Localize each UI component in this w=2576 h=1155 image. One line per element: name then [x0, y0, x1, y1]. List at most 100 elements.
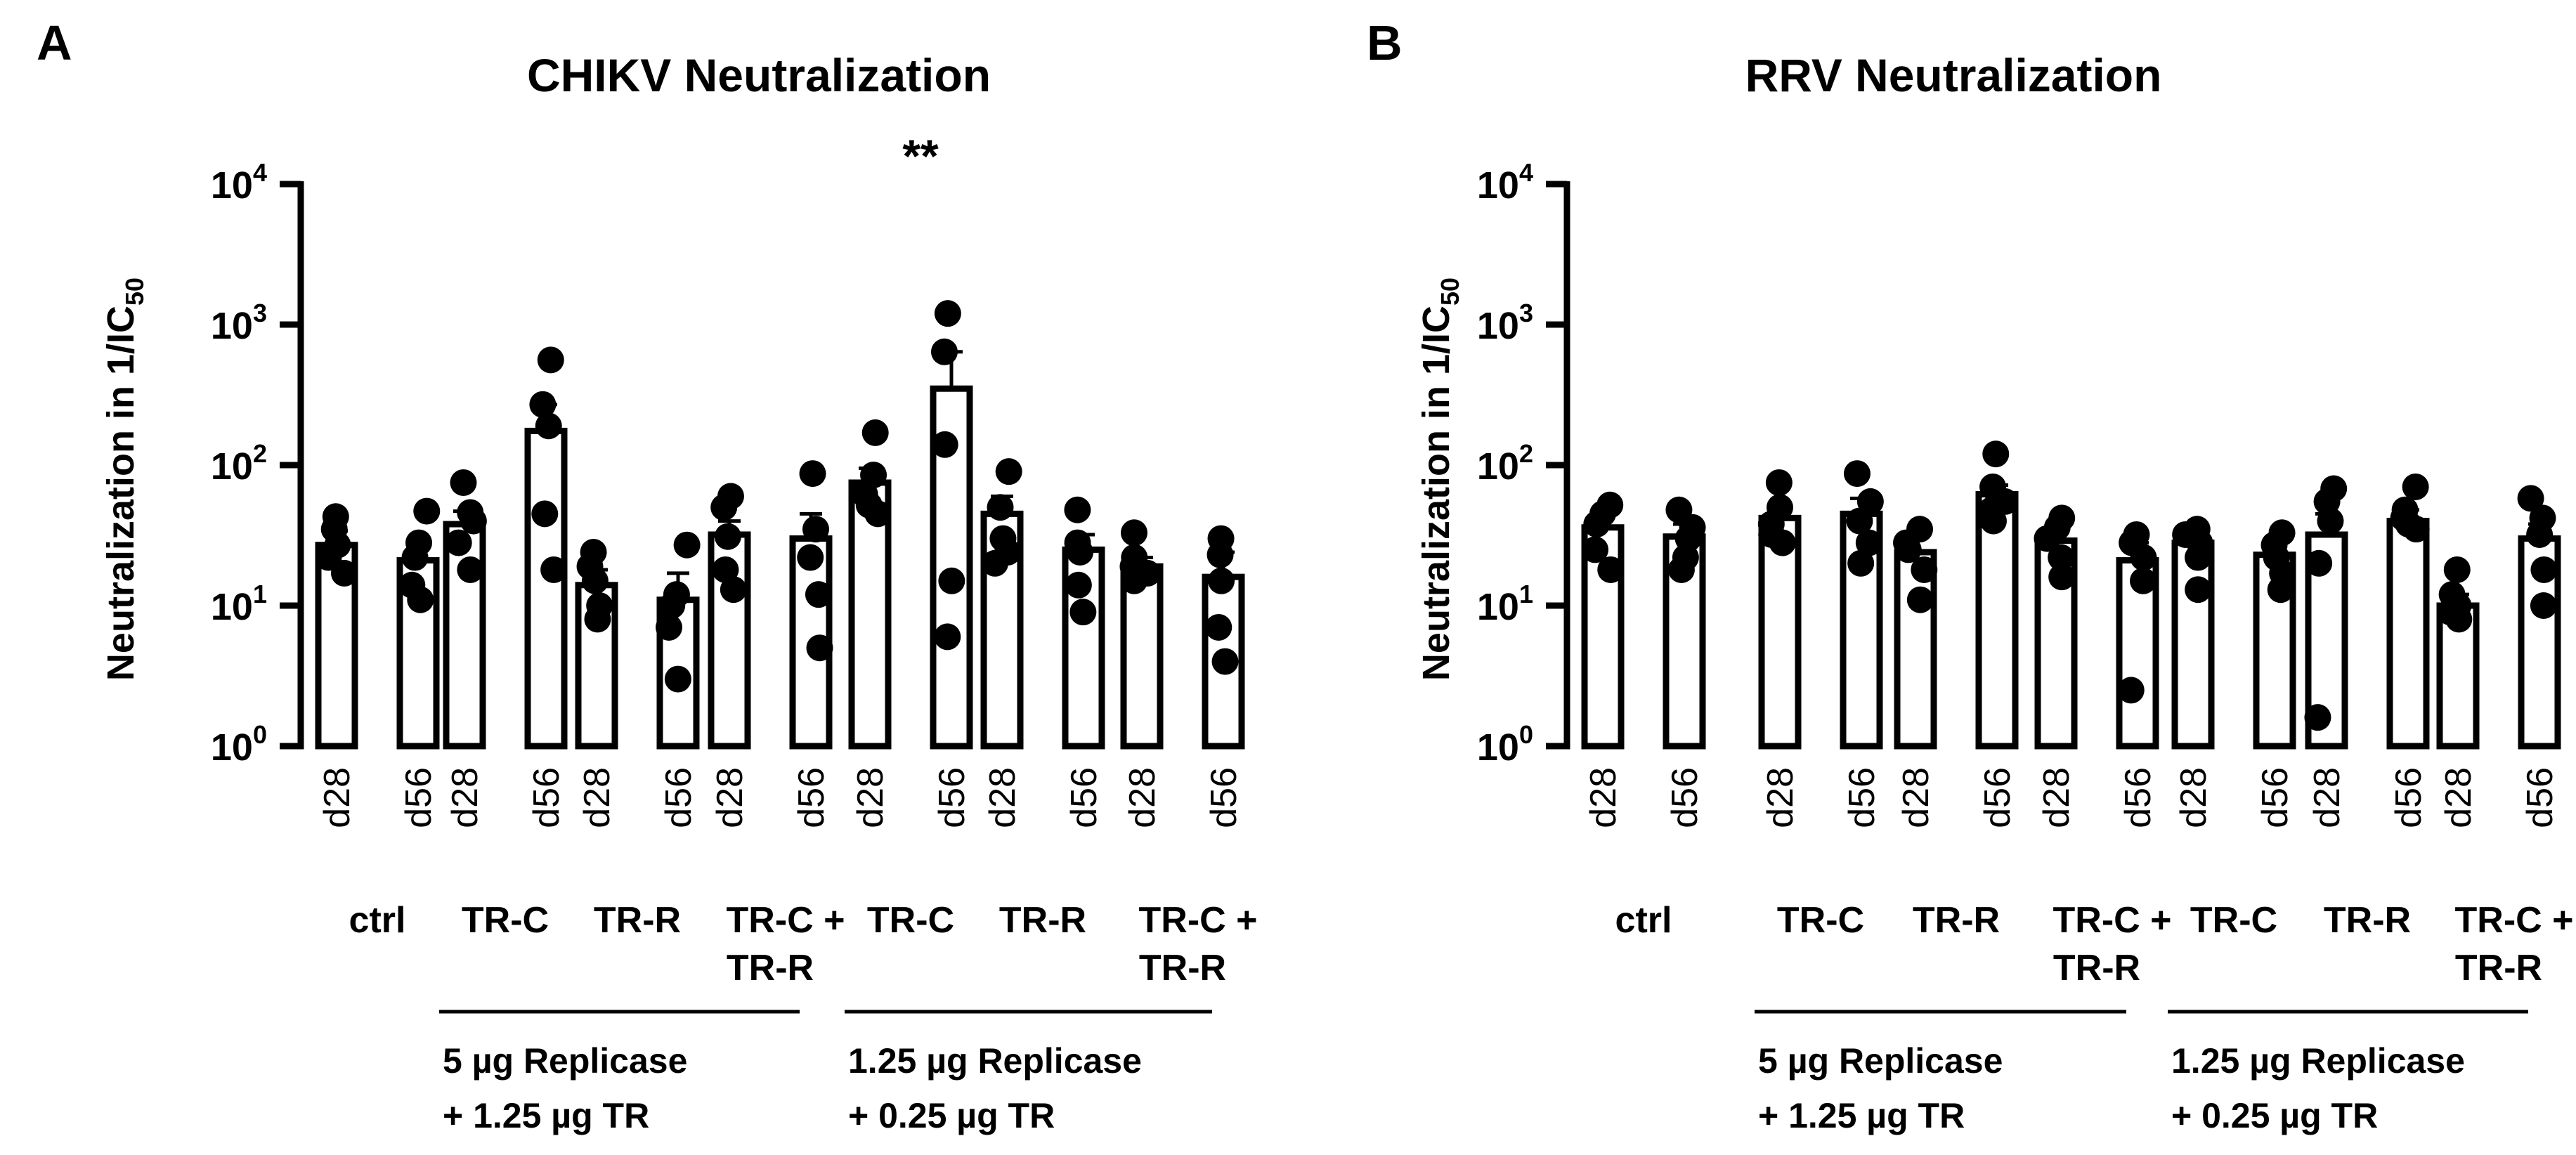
data-point	[806, 634, 833, 662]
timepoint-label: d28	[1583, 767, 1624, 828]
data-point	[457, 499, 484, 526]
treatment-label-line2: + 0.25 µg TR	[848, 1096, 1055, 1135]
timepoint-label: d56	[2118, 767, 2159, 828]
data-point	[797, 544, 824, 571]
data-point	[2117, 677, 2145, 704]
timepoint-label: d28	[2173, 767, 2214, 828]
panel-label: B	[1367, 15, 1403, 70]
data-point	[1069, 599, 1097, 626]
data-point	[717, 483, 744, 510]
data-point	[2305, 549, 2333, 577]
bar	[2171, 540, 2215, 750]
bar	[1120, 563, 1164, 750]
y-tick-label: 101	[1477, 580, 1533, 628]
data-point	[2530, 592, 2557, 619]
data-point	[445, 529, 472, 556]
group-label: TR-C	[462, 900, 549, 941]
y-tick-label: 104	[1477, 158, 1533, 207]
timepoint-label: d56	[2388, 767, 2429, 828]
data-point	[1064, 529, 1091, 556]
data-point	[1906, 586, 1934, 613]
chart-title: RRV Neutralization	[1745, 49, 2162, 101]
data-point	[930, 338, 958, 365]
data-point	[537, 346, 564, 374]
timepoint-label: d56	[1665, 767, 1705, 828]
data-point	[450, 469, 477, 496]
data-point	[1208, 567, 1235, 594]
timepoint-label: d28	[710, 767, 750, 828]
data-point	[2183, 516, 2211, 543]
data-point	[931, 431, 958, 458]
group-label-line2: TR-R	[2455, 948, 2542, 988]
data-point	[2529, 504, 2556, 532]
group-label: TR-C	[867, 900, 954, 941]
group-label-line2: TR-R	[1139, 948, 1226, 988]
group-label: TR-C	[1777, 900, 1864, 941]
data-point	[805, 581, 832, 608]
timepoint-label: d28	[982, 767, 1023, 828]
data-point	[2402, 473, 2429, 500]
timepoint-label: d56	[658, 767, 699, 828]
data-point	[1847, 549, 1875, 577]
timepoint-label: d56	[1204, 767, 1244, 828]
timepoint-label: d28	[850, 767, 891, 828]
data-point	[457, 556, 484, 583]
data-point	[2438, 581, 2466, 608]
data-point	[712, 556, 739, 583]
data-point	[860, 462, 887, 489]
data-point	[1982, 441, 2010, 468]
timepoint-label: d56	[932, 767, 972, 828]
panel-b-rrv: B RRV Neutralization 100 101 102 103 104 Neutra…	[1367, 15, 2574, 1135]
treatment-label-line2: + 1.25 µg TR	[443, 1096, 649, 1135]
data-point	[1906, 516, 1934, 543]
timepoint-label: d56	[2520, 767, 2561, 828]
data-point	[322, 503, 349, 530]
data-point	[1065, 571, 1092, 599]
data-point	[1064, 496, 1091, 523]
data-point	[1843, 460, 1871, 488]
y-axis-label: Neutralization in 1/IC50	[1415, 278, 1464, 681]
group-label: TR-C	[2190, 900, 2277, 941]
chart-title: CHIKV Neutralization	[527, 49, 991, 101]
timepoint-label: d28	[445, 767, 486, 828]
group-label: ctrl	[1615, 900, 1672, 941]
data-point	[2130, 567, 2157, 594]
data-point	[540, 556, 568, 583]
data-point	[2530, 556, 2558, 583]
treatment-label-line1: 5 µg Replicase	[1758, 1041, 2003, 1081]
data-point	[1211, 648, 1239, 675]
data-point	[405, 529, 433, 556]
timepoint-label: d28	[2438, 767, 2479, 828]
data-point	[2185, 576, 2212, 603]
data-point	[2048, 563, 2076, 591]
data-point	[673, 531, 701, 559]
timepoint-label: d28	[2036, 767, 2077, 828]
timepoint-label: d28	[577, 767, 618, 828]
timepoint-label: d28	[317, 767, 358, 828]
data-point	[1856, 488, 1884, 515]
bar	[2386, 518, 2430, 750]
panel-a-chikv: A CHIKV Neutralization 100 101 102 103 104 Neut…	[37, 15, 1258, 1135]
data-point	[1766, 494, 1793, 521]
y-tick-label: 101	[211, 580, 267, 628]
data-point	[664, 665, 691, 693]
timepoint-label: d28	[1896, 767, 1937, 828]
data-point	[995, 458, 1022, 485]
data-point	[529, 391, 557, 418]
data-point	[2304, 704, 2331, 731]
data-point	[802, 516, 829, 543]
data-point	[2517, 485, 2544, 512]
data-point	[861, 419, 889, 446]
panel-label: A	[37, 15, 72, 70]
treatment-label-line1: 1.25 µg Replicase	[848, 1041, 1142, 1081]
data-point	[1596, 491, 1624, 518]
data-point	[1665, 496, 1693, 523]
y-tick-label: 104	[211, 158, 267, 207]
timepoint-label: d56	[1064, 767, 1105, 828]
treatment-label-line1: 1.25 µg Replicase	[2171, 1041, 2465, 1081]
data-point	[2391, 496, 2419, 523]
treatment-label-line2: + 1.25 µg TR	[1758, 1096, 1965, 1135]
data-point	[799, 460, 826, 488]
data-point	[2268, 519, 2296, 547]
